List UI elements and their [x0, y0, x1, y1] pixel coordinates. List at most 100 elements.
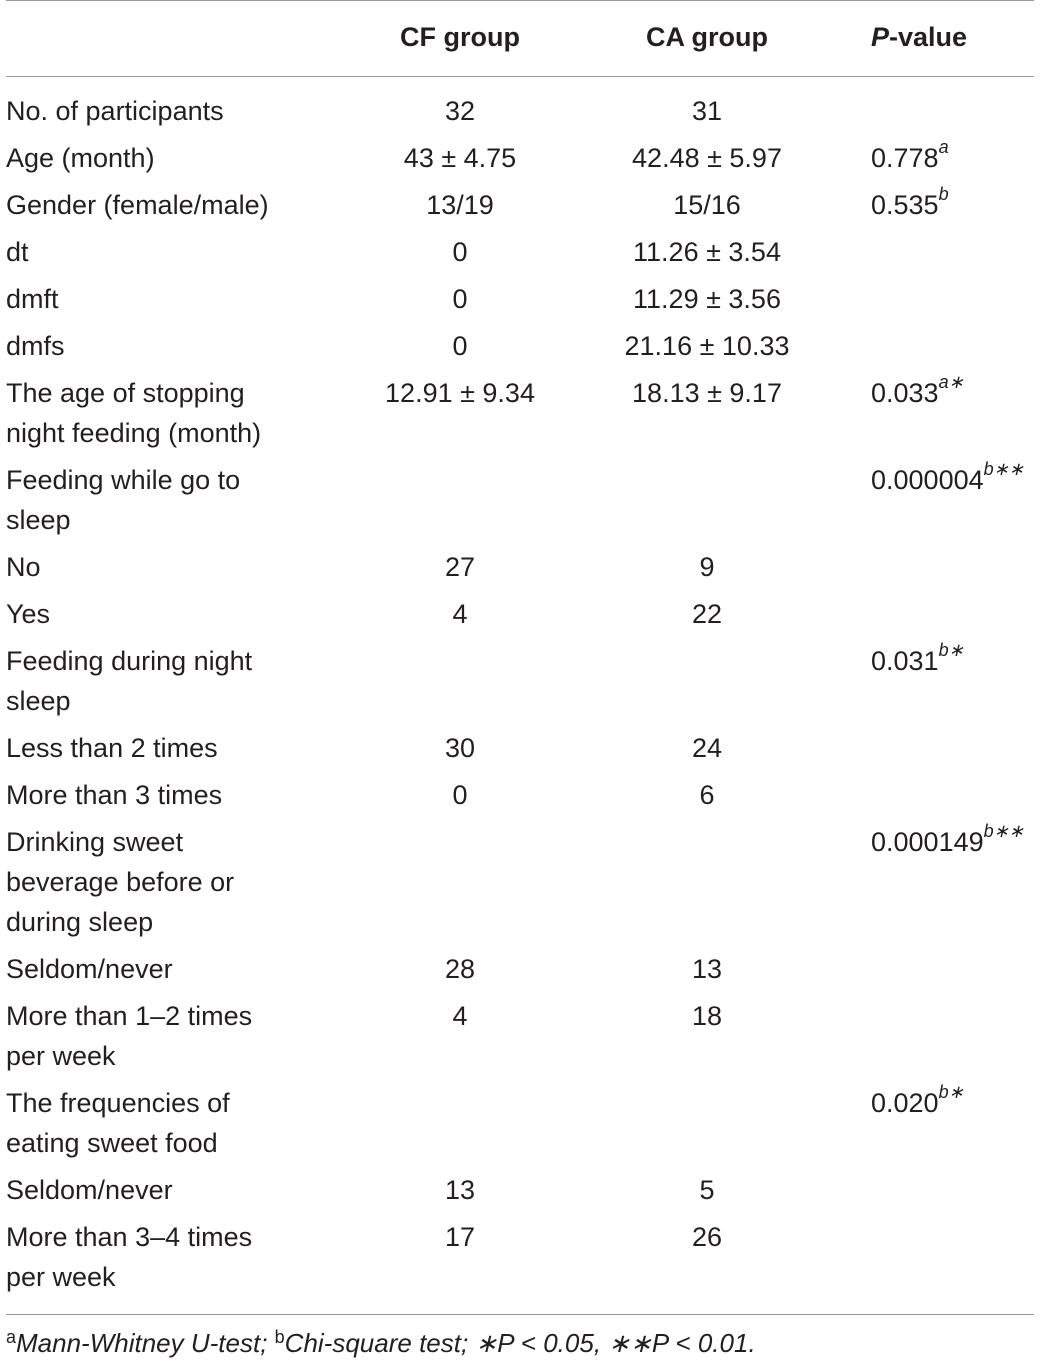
cell-cf-group: 13/19: [426, 190, 494, 220]
row-label: Age (month): [6, 143, 155, 173]
table-row: Less than 2 times 30 24: [0, 728, 1040, 775]
cell-cf-group: 43 ± 4.75: [403, 143, 517, 173]
p-value-number: 0.778: [871, 143, 939, 173]
table-header-row: CF group CA group P-value: [0, 22, 1040, 62]
row-label: More than 3 times: [6, 780, 223, 810]
cell-cf-group: 0: [452, 331, 468, 361]
row-label: Yes: [6, 599, 51, 629]
cell-ca-group: 11.26 ± 3.54: [633, 237, 781, 267]
cell-ca-group: 18.13 ± 9.17: [632, 378, 782, 408]
cell-cf-group: 32: [444, 96, 476, 126]
p-value-number: 0.000004: [871, 465, 984, 495]
row-label: The frequencies of eating sweet food: [6, 1088, 230, 1158]
cell-p-value: 0.000004b∗∗: [871, 460, 1024, 500]
cell-p-value: 0.031b∗: [871, 641, 964, 681]
table-header-rule: [6, 76, 1034, 77]
p-value-superscript: b∗∗: [983, 459, 1024, 479]
row-label: More than 3–4 times per week: [6, 1222, 253, 1292]
table-row: Gender (female/male) 13/19 15/16 0.535b: [0, 185, 1040, 232]
table-row: Yes 4 22: [0, 594, 1040, 641]
p-value-superscript: b: [938, 184, 949, 204]
p-value-superscript: b∗∗: [983, 821, 1024, 841]
row-label: Seldom/never: [6, 954, 173, 984]
table-row: More than 1–2 times per week 4 18: [0, 996, 1040, 1083]
table-row: More than 3–4 times per week 17 26: [0, 1217, 1040, 1304]
cell-cf-group: 27: [444, 552, 476, 582]
row-label: Feeding while go to sleep: [6, 465, 241, 535]
row-label: More than 1–2 times per week: [6, 1001, 253, 1071]
p-value-number: 0.031: [871, 646, 939, 676]
header-cf-group: CF group: [400, 22, 520, 52]
table-row: Seldom/never 28 13: [0, 949, 1040, 996]
cell-cf-group: 0: [452, 237, 468, 267]
row-label: Drinking sweet beverage before or during…: [6, 827, 235, 937]
cell-ca-group: 13: [691, 954, 723, 984]
table-bottom-rule: [6, 1314, 1034, 1315]
footnote-text-b: Chi-square test; ∗P < 0.05, ∗∗P < 0.01.: [284, 1328, 756, 1358]
table-body: No. of participants 32 31 Age (month) 43 ± 4…: [0, 91, 1040, 1304]
cell-ca-group: 5: [699, 1175, 715, 1205]
table-row: Seldom/never 13 5: [0, 1170, 1040, 1217]
table-row: Age (month) 43 ± 4.75 42.48 ± 5.97 0.778a: [0, 138, 1040, 185]
cell-ca-group: 9: [699, 552, 715, 582]
cell-ca-group: 31: [691, 96, 723, 126]
cell-p-value: 0.020b∗: [871, 1083, 964, 1123]
cell-cf-group: 0: [452, 284, 468, 314]
table-row: dmfs 0 21.16 ± 10.33: [0, 326, 1040, 373]
cell-ca-group: 15/16: [673, 190, 741, 220]
cell-ca-group: 21.16 ± 10.33: [624, 331, 790, 361]
cell-cf-group: 17: [444, 1222, 476, 1252]
table-row: The age of stopping night feeding (month…: [0, 373, 1040, 460]
table-row: dt 0 11.26 ± 3.54: [0, 232, 1040, 279]
cell-ca-group: 6: [699, 780, 715, 810]
table-row: Feeding while go to sleep 0.000004b∗∗: [0, 460, 1040, 547]
table-row: No 27 9: [0, 547, 1040, 594]
table-row: Drinking sweet beverage before or during…: [0, 822, 1040, 949]
row-label: No: [6, 552, 41, 582]
cell-cf-group: 0: [452, 780, 468, 810]
cell-p-value: 0.000149b∗∗: [871, 822, 1024, 862]
cell-ca-group: 42.48 ± 5.97: [632, 143, 782, 173]
header-ca-group: CA group: [646, 22, 768, 52]
cell-cf-group: 30: [444, 733, 476, 763]
table-row: dmft 0 11.29 ± 3.56: [0, 279, 1040, 326]
row-label: Less than 2 times: [6, 733, 218, 763]
p-value-number: 0.033: [871, 378, 939, 408]
table-top-rule: [6, 0, 1034, 1]
cell-ca-group: 11.29 ± 3.56: [633, 284, 781, 314]
p-value-superscript: a: [938, 137, 949, 157]
table-row: Feeding during night sleep 0.031b∗: [0, 641, 1040, 728]
row-label: Seldom/never: [6, 1175, 173, 1205]
cell-p-value: 0.033a∗: [871, 373, 964, 413]
footnote-mark-b: b: [274, 1327, 285, 1347]
row-label: Gender (female/male): [6, 190, 269, 220]
p-value-number: 0.000149: [871, 827, 984, 857]
cell-cf-group: 13: [444, 1175, 476, 1205]
row-label: Feeding during night sleep: [6, 646, 253, 716]
table-footnote: aMann-Whitney U-test; bChi-square test; …: [6, 1327, 756, 1359]
p-value-number: 0.020: [871, 1088, 939, 1118]
cell-cf-group: 4: [452, 599, 468, 629]
cell-p-value: 0.778a: [871, 138, 949, 178]
header-p-value: P-value: [871, 22, 967, 53]
table-row: More than 3 times 0 6: [0, 775, 1040, 822]
row-label: dt: [6, 237, 29, 267]
header-p-rest: -value: [889, 22, 968, 52]
header-p-italic: P: [871, 22, 890, 52]
p-value-superscript: a∗: [938, 372, 964, 392]
cell-ca-group: 26: [691, 1222, 723, 1252]
cell-p-value: 0.535b: [871, 185, 949, 225]
p-value-superscript: b∗: [938, 1082, 964, 1102]
table-row: No. of participants 32 31: [0, 91, 1040, 138]
cell-ca-group: 22: [691, 599, 723, 629]
cell-cf-group: 4: [452, 1001, 468, 1031]
cell-ca-group: 24: [691, 733, 723, 763]
p-value-number: 0.535: [871, 190, 939, 220]
p-value-superscript: b∗: [938, 640, 964, 660]
row-label: dmfs: [6, 331, 65, 361]
footnote-mark-a: a: [6, 1327, 17, 1347]
table-row: The frequencies of eating sweet food 0.02…: [0, 1083, 1040, 1170]
row-label: No. of participants: [6, 96, 224, 126]
cell-ca-group: 18: [691, 1001, 723, 1031]
cell-cf-group: 12.91 ± 9.34: [385, 378, 535, 408]
